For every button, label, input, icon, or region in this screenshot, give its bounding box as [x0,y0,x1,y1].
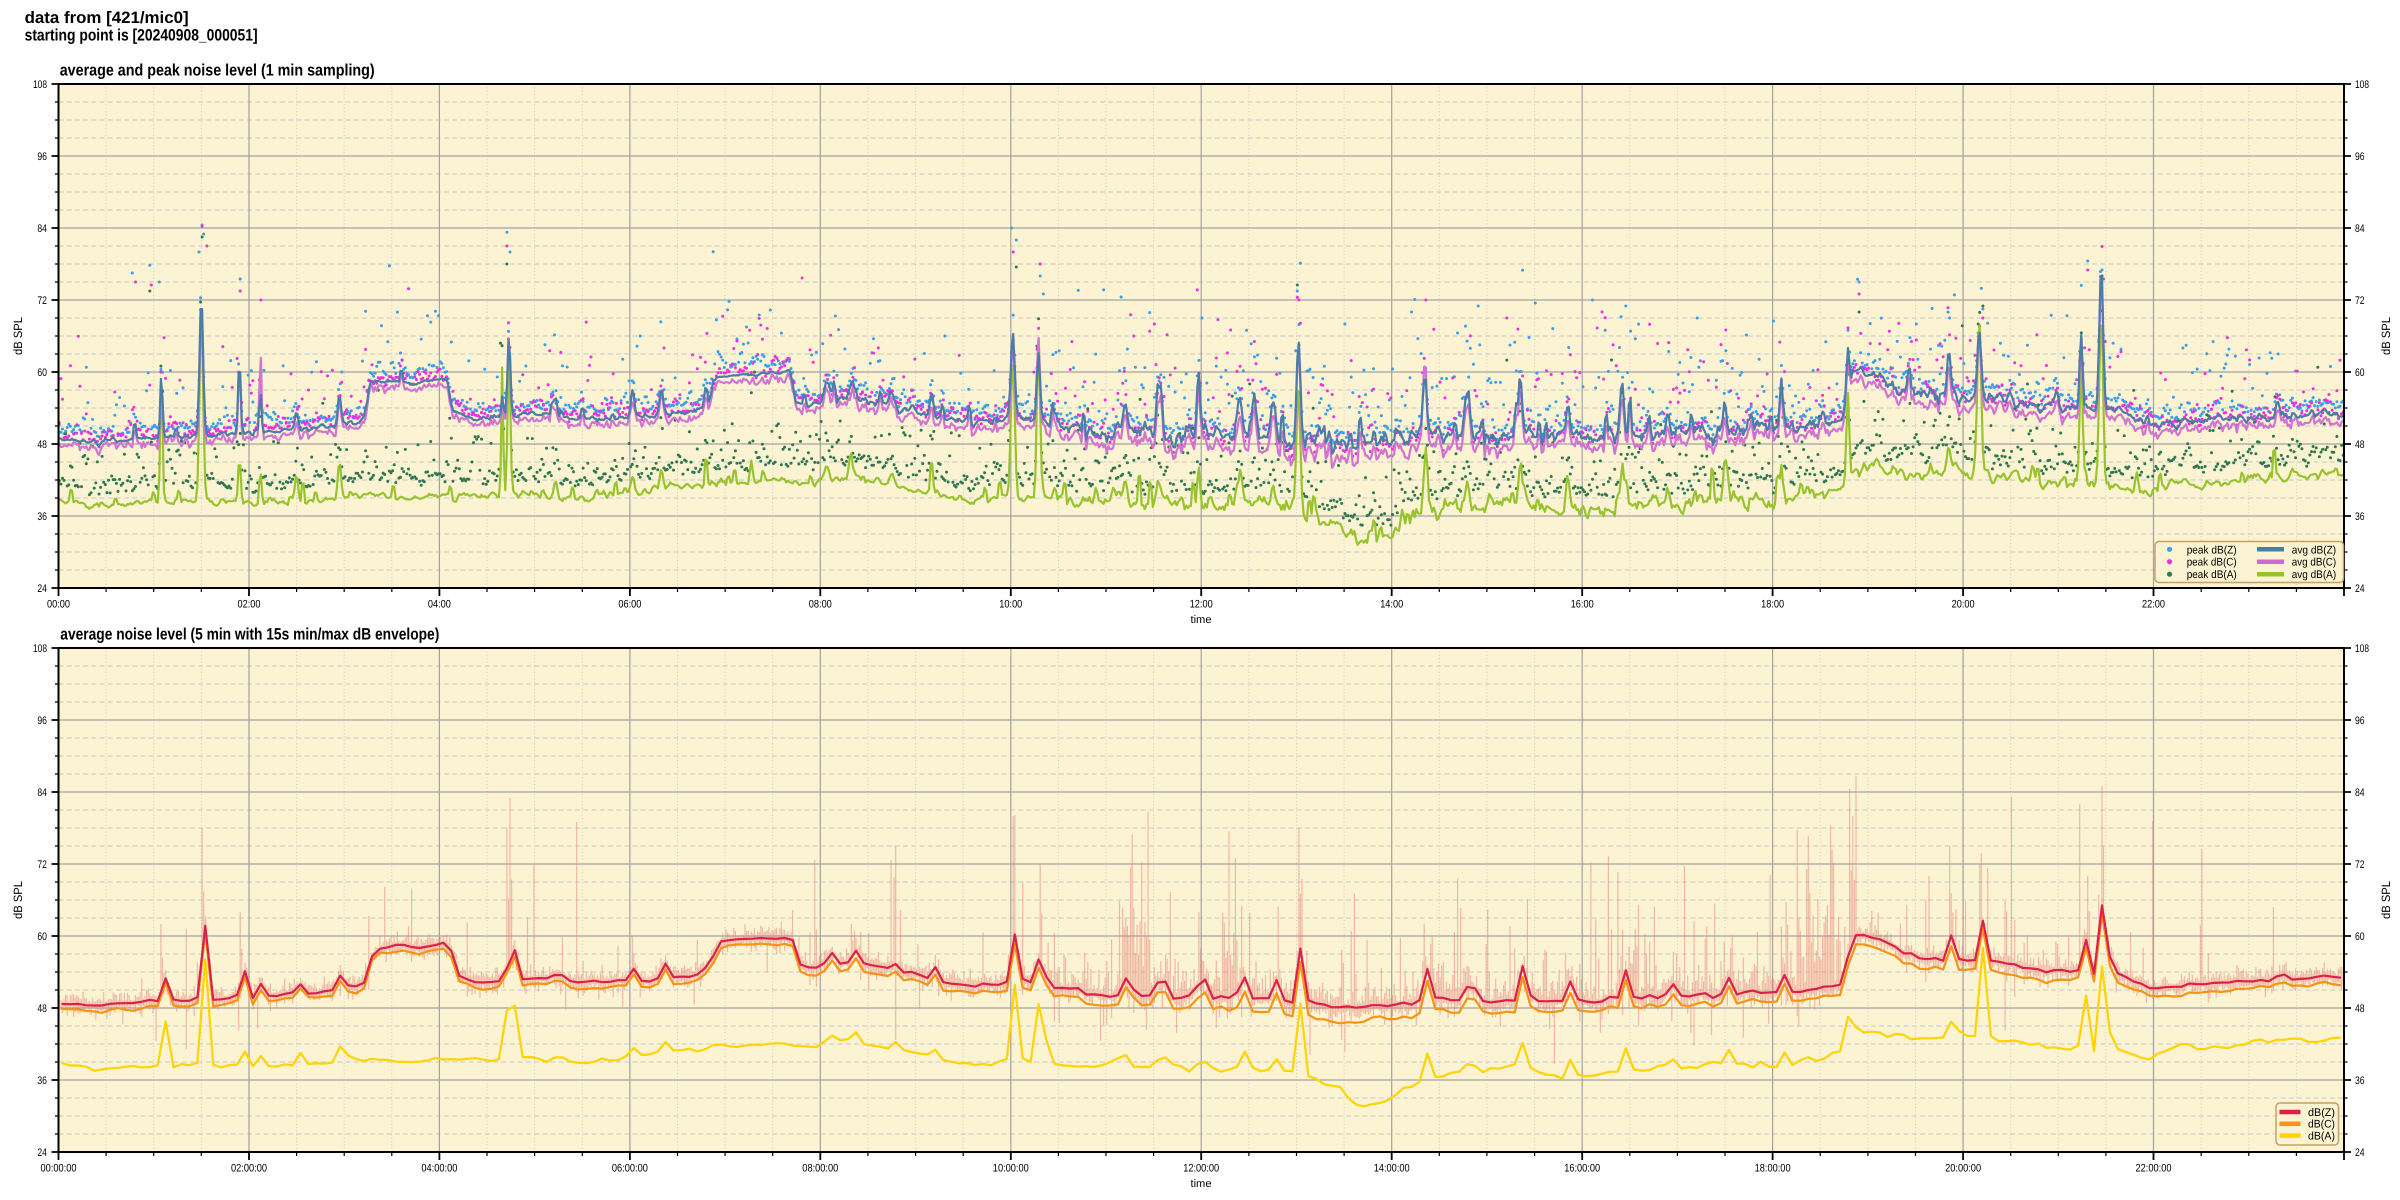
svg-text:16:00: 16:00 [1571,598,1594,610]
svg-text:14:00:00: 14:00:00 [1374,1163,1410,1175]
svg-text:36: 36 [37,511,47,523]
svg-text:84: 84 [2355,223,2365,235]
svg-text:18:00:00: 18:00:00 [1755,1163,1791,1175]
svg-text:24: 24 [37,583,47,595]
svg-text:10:00:00: 10:00:00 [993,1163,1029,1175]
svg-text:96: 96 [2355,151,2365,163]
svg-text:dB(A): dB(A) [2308,1131,2335,1143]
svg-text:dB(C): dB(C) [2308,1119,2335,1131]
svg-text:24: 24 [2355,1147,2365,1159]
svg-text:60: 60 [2355,931,2365,943]
svg-text:04:00: 04:00 [428,598,451,610]
svg-text:22:00:00: 22:00:00 [2136,1163,2172,1175]
svg-text:96: 96 [37,715,47,727]
svg-text:dB(Z): dB(Z) [2308,1107,2335,1119]
svg-text:20:00: 20:00 [1952,598,1975,610]
svg-text:time: time [1191,614,1212,626]
svg-text:00:00:00: 00:00:00 [41,1163,77,1175]
svg-text:10:00: 10:00 [999,598,1022,610]
svg-text:average and peak noise level (: average and peak noise level (1 min samp… [60,61,375,79]
svg-text:peak dB(A): peak dB(A) [2187,569,2237,581]
svg-text:avg dB(Z): avg dB(Z) [2292,544,2337,556]
svg-text:dB SPL: dB SPL [2379,317,2393,355]
svg-text:48: 48 [37,439,47,451]
svg-text:00:00: 00:00 [47,598,70,610]
svg-text:96: 96 [2355,715,2365,727]
svg-text:time: time [1191,1178,1212,1190]
svg-text:108: 108 [2355,643,2369,655]
svg-text:96: 96 [37,151,47,163]
svg-text:06:00: 06:00 [618,598,641,610]
svg-text:108: 108 [33,643,47,655]
svg-text:48: 48 [2355,1003,2365,1015]
svg-text:72: 72 [2355,859,2365,871]
svg-text:02:00:00: 02:00:00 [231,1163,267,1175]
svg-text:02:00: 02:00 [238,598,261,610]
svg-text:08:00: 08:00 [809,598,832,610]
svg-text:20:00:00: 20:00:00 [1945,1163,1981,1175]
svg-text:18:00: 18:00 [1761,598,1784,610]
svg-text:84: 84 [2355,787,2365,799]
svg-text:14:00: 14:00 [1380,598,1403,610]
svg-text:dB SPL: dB SPL [2379,881,2393,919]
svg-text:16:00:00: 16:00:00 [1564,1163,1600,1175]
svg-text:48: 48 [37,1003,47,1015]
svg-text:48: 48 [2355,439,2365,451]
svg-text:60: 60 [37,931,47,943]
svg-text:12:00:00: 12:00:00 [1183,1163,1219,1175]
svg-text:peak dB(Z): peak dB(Z) [2187,544,2237,556]
svg-text:36: 36 [2355,511,2365,523]
svg-text:08:00:00: 08:00:00 [802,1163,838,1175]
svg-text:06:00:00: 06:00:00 [612,1163,648,1175]
svg-text:avg dB(A): avg dB(A) [2292,569,2337,581]
svg-text:60: 60 [2355,367,2365,379]
svg-text:24: 24 [2355,583,2365,595]
svg-text:22:00: 22:00 [2142,598,2165,610]
svg-text:36: 36 [37,1075,47,1087]
svg-text:starting point is [20240908_00: starting point is [20240908_000051] [25,27,258,45]
svg-text:data from [421/mic0]: data from [421/mic0] [25,9,189,27]
svg-text:dB SPL: dB SPL [11,881,25,919]
svg-text:24: 24 [37,1147,47,1159]
svg-text:84: 84 [37,787,47,799]
svg-text:60: 60 [37,367,47,379]
svg-text:84: 84 [37,223,47,235]
svg-text:72: 72 [37,859,47,871]
svg-text:avg dB(C): avg dB(C) [2292,557,2337,569]
svg-text:36: 36 [2355,1075,2365,1087]
svg-text:12:00: 12:00 [1190,598,1213,610]
svg-text:108: 108 [2355,79,2369,91]
svg-text:peak dB(C): peak dB(C) [2187,557,2237,569]
svg-text:72: 72 [2355,295,2365,307]
svg-text:average noise level (5 min wit: average noise level (5 min with 15s min/… [60,626,439,644]
svg-text:108: 108 [33,79,47,91]
svg-text:dB SPL: dB SPL [11,317,25,355]
svg-text:72: 72 [37,295,47,307]
svg-text:04:00:00: 04:00:00 [421,1163,457,1175]
